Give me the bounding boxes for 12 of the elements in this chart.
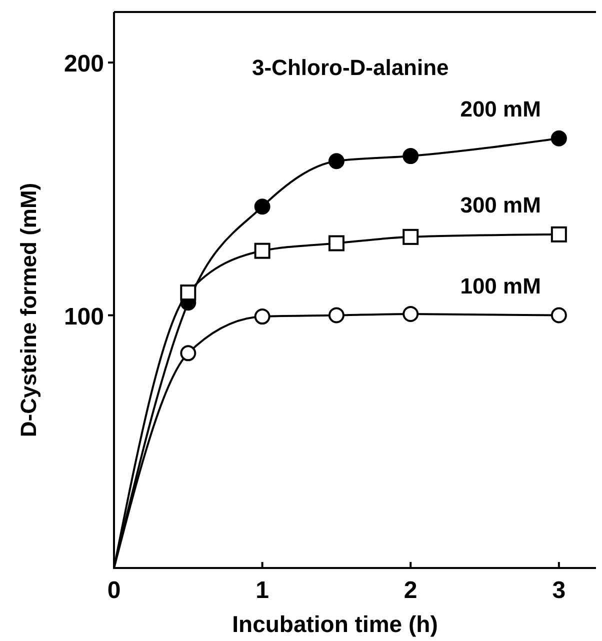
x-axis-title: Incubation time (h) [232,611,438,637]
x-tick-label: 3 [552,577,566,604]
series-label: 300 mM [460,192,541,218]
y-tick-label: 100 [64,303,104,330]
annotation: 3-Chloro-D-alanine [252,55,449,80]
y-axis-title: D-Cysteine formed (mM) [16,182,41,438]
y-tick-label: 200 [64,50,104,78]
x-tick-label: 2 [404,577,418,604]
series-label: 100 mM [460,273,541,298]
x-tick-label: 1 [256,577,269,604]
x-tick-label: 0 [107,577,121,604]
series-label: 200 mM [460,96,541,122]
